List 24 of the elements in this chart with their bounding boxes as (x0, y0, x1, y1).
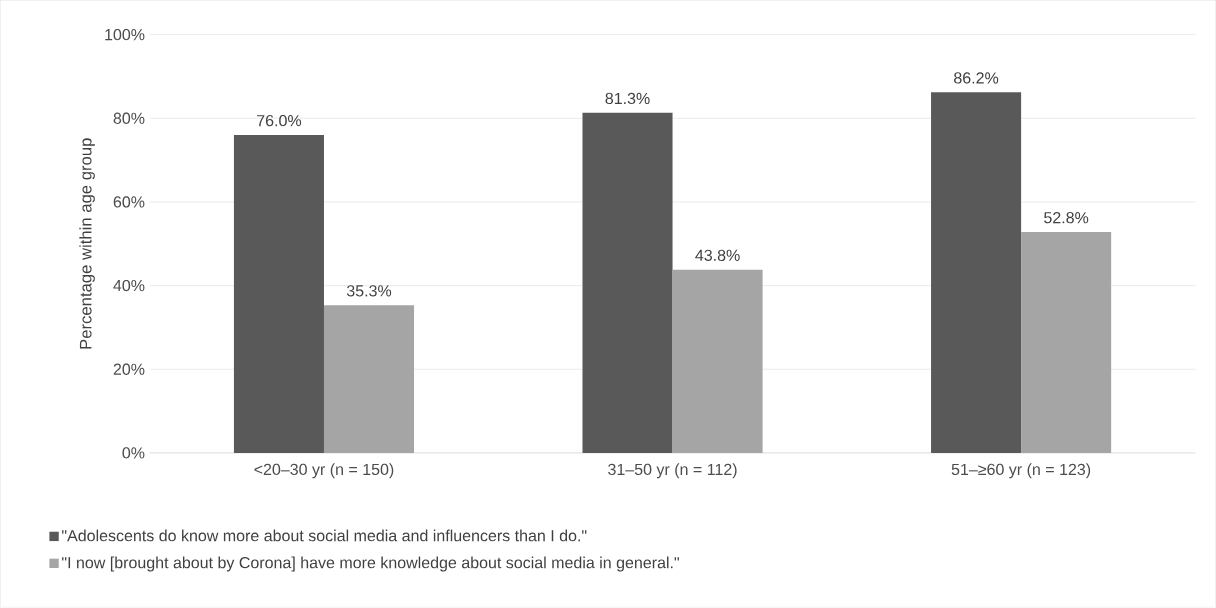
data-label: 52.8% (1044, 212, 1089, 224)
bar (582, 113, 673, 454)
y-tick-label: 60% (113, 196, 145, 208)
data-label: 86.2% (954, 72, 999, 84)
legend-label: "Adolescents do know more about social media and influencers than I do." (62, 529, 587, 542)
x-tick-label: 31–50 yr (n = 112) (608, 463, 737, 479)
x-tick-label: 51–≥60 yr (n = 123) (951, 463, 1091, 479)
y-tick-label: 0% (122, 447, 145, 459)
y-tick-label: 20% (113, 363, 145, 376)
data-label: 76.0% (257, 115, 302, 127)
data-label: 35.3% (346, 285, 392, 297)
bar (233, 135, 324, 454)
y-tick-label: 40% (113, 280, 145, 292)
y-axis-title: Percentage within age group (79, 138, 95, 349)
bar (931, 92, 1022, 454)
y-tick-label: 100% (105, 29, 145, 41)
bar (672, 269, 763, 454)
legend-label: "I now [brought about by Corona] have more knowledge about social media in general." (62, 556, 679, 572)
y-tick-label: 80% (113, 112, 145, 125)
data-label: 43.8% (695, 249, 740, 262)
data-label: 81.3% (605, 92, 650, 105)
bar (323, 305, 415, 454)
bar (1021, 232, 1112, 454)
x-tick-label: <20–30 yr (n = 150) (254, 463, 394, 479)
